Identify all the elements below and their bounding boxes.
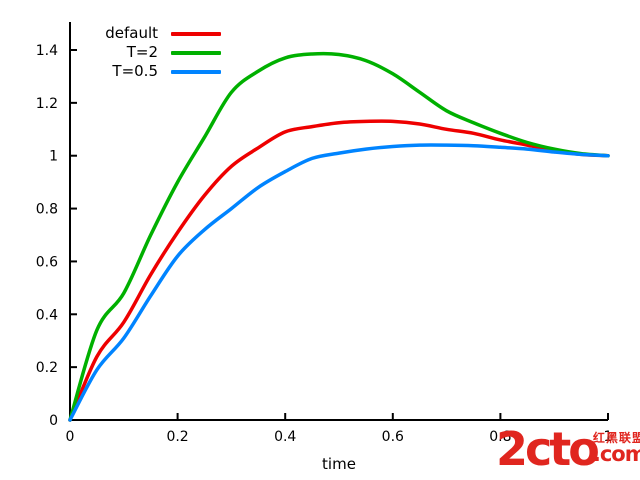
legend-item-default: default <box>78 24 221 43</box>
legend-line-sample-red <box>171 31 221 36</box>
y-tick-label: 1 <box>49 149 58 165</box>
legend-item-t05: T=0.5 <box>78 62 221 81</box>
y-tick-label: 0.6 <box>36 254 58 270</box>
curve-T=0.5 <box>68 143 610 422</box>
legend-label-default: default <box>105 24 158 42</box>
x-tick-label: 0.2 <box>166 429 188 445</box>
watermark-chinese-text: 红黑联盟 <box>592 431 640 445</box>
x-tick-label: 1 <box>604 429 613 445</box>
watermark-main-text: 2cto <box>496 422 600 476</box>
y-tick-label: 1.2 <box>36 96 58 112</box>
chart-legend: default T=2 T=0.5 <box>78 24 221 81</box>
x-axis-label: time <box>322 455 356 473</box>
x-tick-label: 0 <box>66 429 75 445</box>
curve-T=2 <box>68 51 610 422</box>
y-tick-label: 0.8 <box>36 202 58 218</box>
y-tick-label: 0.2 <box>36 360 58 376</box>
legend-item-t2: T=2 <box>78 43 221 62</box>
y-tick-label: 0 <box>49 413 58 429</box>
axes-border <box>69 22 608 421</box>
legend-label-t2: T=2 <box>126 43 158 61</box>
watermark-com-text: .com <box>592 442 640 466</box>
x-tick-label: 0.6 <box>382 429 404 445</box>
curve-default <box>68 119 610 422</box>
legend-line-sample-blue <box>171 69 221 74</box>
y-tick-label: 0.4 <box>36 307 58 323</box>
legend-line-sample-green <box>171 50 221 55</box>
watermark-side-column: 红黑联盟 .com <box>593 432 640 465</box>
x-tick-label: 0.8 <box>489 429 511 445</box>
x-tick-label: 0.4 <box>274 429 296 445</box>
legend-label-t05: T=0.5 <box>112 62 158 80</box>
y-tick-label: 1.4 <box>36 43 58 59</box>
watermark-2cto-logo: 2cto 红黑联盟 .com <box>496 422 640 476</box>
